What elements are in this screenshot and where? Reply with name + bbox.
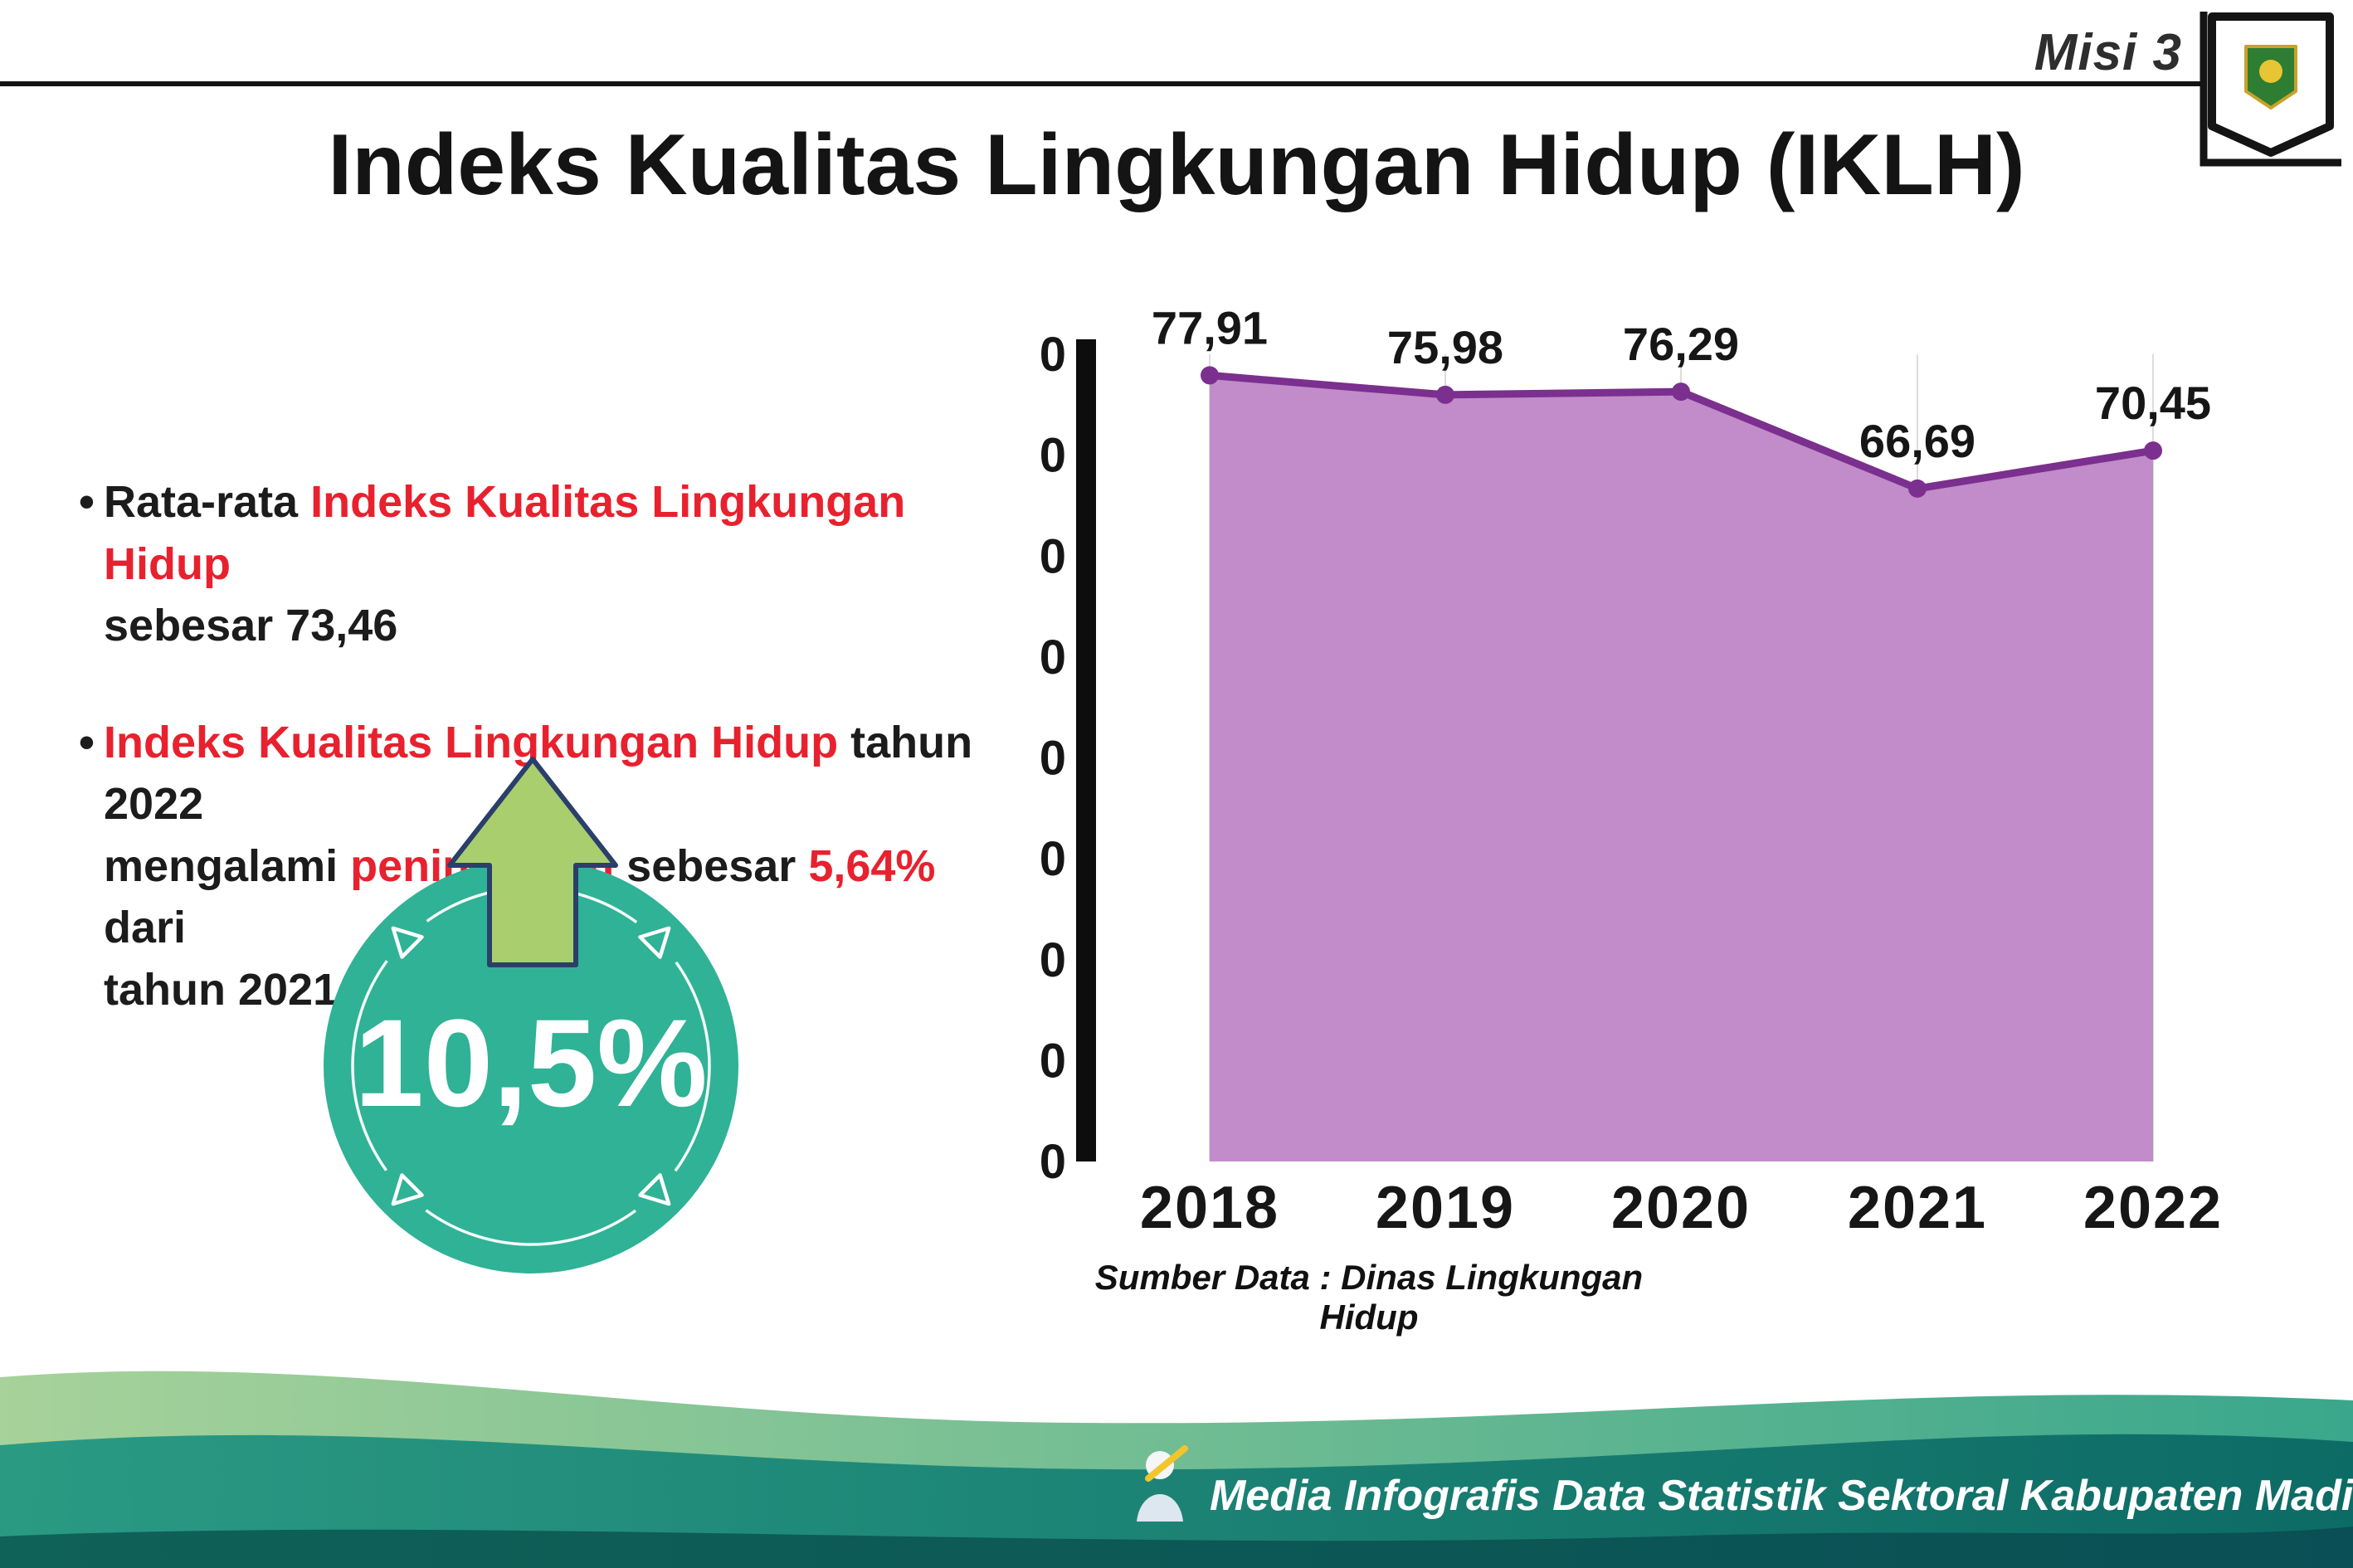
- value-label: 66,69: [1859, 415, 1975, 467]
- data-point: [1672, 382, 1690, 402]
- up-arrow-icon: [447, 757, 618, 967]
- data-point: [1201, 366, 1219, 385]
- data-source-caption: Sumber Data : Dinas Lingkungan Hidup: [1094, 1258, 1644, 1337]
- highlighted-text: 5,64%: [808, 840, 936, 891]
- badge-percentage: 10,5%: [354, 993, 707, 1132]
- y-tick-label: 50: [1041, 631, 1066, 684]
- data-point: [1908, 479, 1927, 498]
- y-tick-label: 10: [1041, 1034, 1066, 1088]
- plain-text: Rata-rata: [104, 477, 311, 527]
- footer-caption: Media Infografis Data Statistik Sektoral…: [1210, 1472, 2353, 1520]
- y-tick-label: 70: [1041, 429, 1066, 483]
- badge-triangle-decorations: [391, 926, 671, 1206]
- mascot-icon: [1137, 1445, 1188, 1522]
- bullet-average-iklh-text: Rata-rata Indeks Kualitas Lingkungan Hid…: [104, 477, 905, 650]
- y-tick-label: 30: [1041, 832, 1066, 886]
- bullet-average-iklh: • Rata-rata Indeks Kualitas Lingkungan Hi…: [79, 471, 1016, 657]
- y-tick-label: 0: [1041, 1135, 1066, 1189]
- value-label: 75,98: [1387, 321, 1503, 373]
- kabupaten-madiun-logo: [2199, 12, 2344, 173]
- badge-circle: [324, 859, 738, 1273]
- x-tick-label: 2018: [1140, 1175, 1279, 1241]
- x-tick-label: 2020: [1611, 1175, 1751, 1241]
- increase-badge: 10,5%: [324, 757, 738, 1273]
- plain-text: sebesar: [614, 840, 809, 891]
- data-point: [1436, 385, 1454, 404]
- header-rule: [0, 81, 2200, 86]
- plain-text: tahun 2022: [104, 717, 973, 830]
- plain-text: dari: [104, 903, 187, 953]
- plain-text: tahun 2021: [104, 964, 339, 1015]
- plain-text: sebesar 73,46: [104, 601, 398, 651]
- y-axis-bar: [1076, 339, 1096, 1161]
- bullet-marker: •: [79, 717, 95, 767]
- y-tick-label: 40: [1041, 732, 1066, 786]
- value-label: 77,91: [1152, 301, 1268, 353]
- x-tick-label: 2022: [2083, 1175, 2223, 1241]
- area-fill: [1210, 375, 2153, 1161]
- footer-wave-banner: Media Infografis Data Statistik Sektoral…: [0, 1371, 2353, 1568]
- iklh-chart: 0 10 20 30 40 50 60 70 80 77,91 2018 75,98 2019 76,29…: [1012, 301, 2223, 1241]
- highlighted-text: Indeks Kualitas Lingkungan Hidup: [104, 717, 839, 767]
- highlighted-text: Indeks Kualitas Lingkungan Hidup: [104, 477, 906, 589]
- value-label: 76,29: [1623, 318, 1739, 370]
- y-tick-label: 60: [1041, 529, 1066, 583]
- x-tick-label: 2021: [1848, 1175, 1987, 1241]
- misi-label: Misi 3: [2034, 24, 2182, 81]
- bullet-marker: •: [79, 477, 95, 527]
- plain-text: mengalami: [104, 840, 351, 891]
- y-tick-label: 20: [1041, 933, 1066, 987]
- iklh-chart-container: 0 10 20 30 40 50 60 70 80 77,91 2018 75,98 2019 76,29…: [1012, 292, 2294, 1283]
- wave-deep: [0, 1527, 2353, 1568]
- page-title: Indeks Kualitas Lingkungan Hidup (IKLH): [328, 117, 2025, 213]
- x-tick-label: 2019: [1376, 1175, 1515, 1241]
- data-point: [2144, 441, 2162, 460]
- value-label: 70,45: [2095, 377, 2211, 429]
- kabupaten-madiun-logo-icon: [2200, 12, 2341, 167]
- y-tick-label: 80: [1041, 328, 1066, 382]
